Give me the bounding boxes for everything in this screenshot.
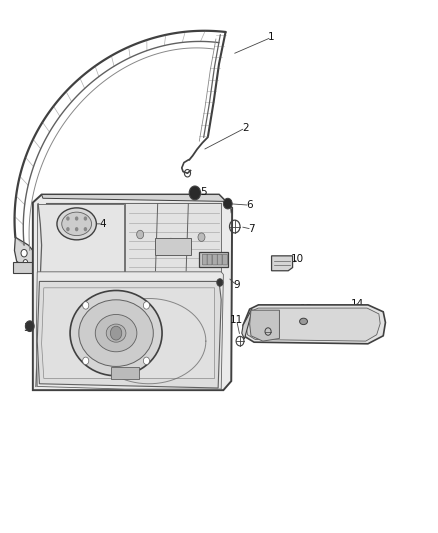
Ellipse shape <box>300 318 307 325</box>
Circle shape <box>84 227 87 231</box>
Text: 11: 11 <box>230 315 243 325</box>
Polygon shape <box>272 256 293 271</box>
Circle shape <box>83 357 89 365</box>
Circle shape <box>143 302 149 309</box>
Text: 10: 10 <box>291 254 304 263</box>
FancyBboxPatch shape <box>223 254 227 265</box>
Polygon shape <box>250 310 279 341</box>
FancyBboxPatch shape <box>207 254 212 265</box>
Text: 6: 6 <box>246 200 253 210</box>
Ellipse shape <box>95 314 137 352</box>
Text: 5: 5 <box>200 187 207 197</box>
Circle shape <box>66 227 70 231</box>
Circle shape <box>23 260 28 265</box>
Polygon shape <box>199 252 228 266</box>
Circle shape <box>83 302 89 309</box>
FancyBboxPatch shape <box>155 238 191 255</box>
Polygon shape <box>42 288 215 378</box>
Text: 1: 1 <box>268 33 275 42</box>
Polygon shape <box>37 204 124 272</box>
Ellipse shape <box>106 324 126 342</box>
Ellipse shape <box>62 212 92 236</box>
Circle shape <box>198 233 205 241</box>
Polygon shape <box>33 195 232 390</box>
FancyBboxPatch shape <box>111 367 139 379</box>
Circle shape <box>75 216 78 221</box>
Polygon shape <box>125 203 221 272</box>
Text: 14: 14 <box>350 299 364 309</box>
Circle shape <box>143 357 149 365</box>
Circle shape <box>189 186 201 200</box>
Text: 2: 2 <box>242 123 249 133</box>
Polygon shape <box>242 309 252 339</box>
Text: 4: 4 <box>99 219 106 229</box>
Text: 13: 13 <box>300 304 313 314</box>
FancyBboxPatch shape <box>202 254 207 265</box>
Circle shape <box>167 238 174 247</box>
Circle shape <box>110 326 122 340</box>
Circle shape <box>25 321 34 332</box>
Ellipse shape <box>70 290 162 376</box>
Polygon shape <box>37 281 221 388</box>
Text: 12: 12 <box>256 320 269 330</box>
Polygon shape <box>14 237 35 269</box>
Circle shape <box>137 230 144 239</box>
Text: 8: 8 <box>220 256 227 266</box>
Circle shape <box>66 216 70 221</box>
Circle shape <box>21 249 27 257</box>
FancyBboxPatch shape <box>212 254 217 265</box>
Polygon shape <box>246 308 380 341</box>
Circle shape <box>223 198 232 209</box>
FancyBboxPatch shape <box>13 262 33 273</box>
Circle shape <box>75 227 78 231</box>
Text: 3: 3 <box>23 323 30 333</box>
Circle shape <box>217 279 223 286</box>
Ellipse shape <box>57 208 96 240</box>
Polygon shape <box>42 195 232 213</box>
Text: 9: 9 <box>233 280 240 290</box>
Ellipse shape <box>79 300 153 367</box>
Circle shape <box>84 216 87 221</box>
Polygon shape <box>36 272 223 389</box>
FancyBboxPatch shape <box>217 254 222 265</box>
Polygon shape <box>243 305 385 344</box>
Text: 7: 7 <box>248 224 255 234</box>
